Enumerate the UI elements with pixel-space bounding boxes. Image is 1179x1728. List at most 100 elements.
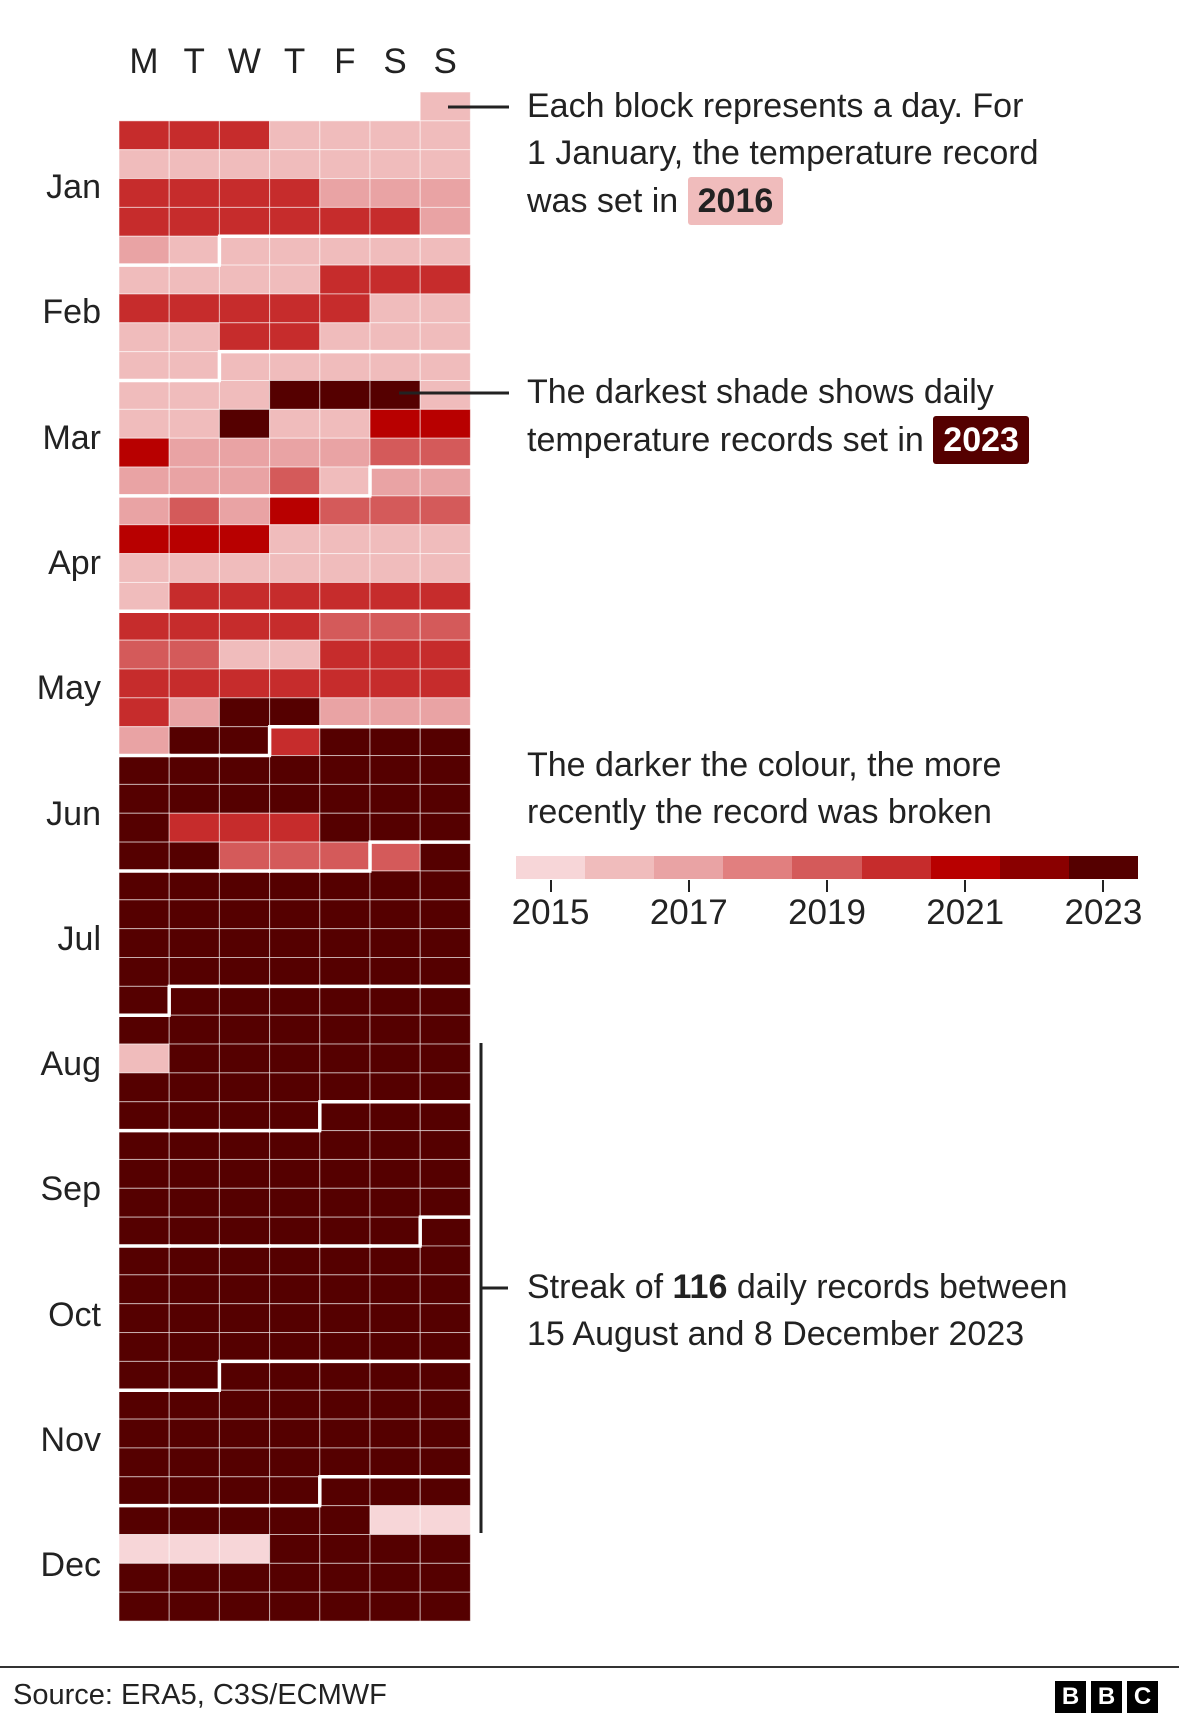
day-cell [369,899,421,930]
day-cell [369,1303,421,1334]
day-cell [319,120,371,151]
day-cell [419,437,471,468]
day-cell [419,928,471,959]
day-cell [168,149,220,180]
annotation-text: The darker the colour, the more [527,746,1002,784]
day-cell [118,1216,170,1247]
day-cell [319,149,371,180]
day-cell [269,1418,321,1449]
day-cell [218,1245,271,1276]
day-cell [218,495,271,526]
day-cell [218,408,271,439]
day-cell [118,293,170,324]
day-cell [319,351,371,381]
day-cell [319,466,371,497]
day-cell [269,178,321,208]
day-cell [369,1360,421,1391]
day-cell [218,351,271,381]
day-cell [118,235,170,266]
annotation-darker: The darker the colour, the more recently… [527,742,1001,836]
day-cell [168,1562,220,1593]
day-cell [369,1447,421,1478]
day-cell [319,1476,371,1507]
day-cell [168,466,220,497]
day-cell [118,1476,170,1507]
day-cell [118,1245,170,1276]
day-cell [319,1158,371,1189]
day-cell [319,1332,371,1362]
day-cell [369,495,421,526]
day-cell [419,1274,471,1305]
day-cell [319,1418,371,1449]
day-cell [269,639,321,670]
day-cell [168,1389,220,1420]
day-cell [118,1562,170,1593]
day-cell [369,553,421,583]
day-cell [269,1505,321,1536]
legend-tick [1102,880,1105,892]
day-cell [269,149,321,180]
legend-swatch [723,856,793,879]
day-header: W [227,42,261,81]
day-cell [369,1130,421,1160]
month-label: Nov [40,1421,101,1459]
day-cell [168,264,220,295]
day-cell [269,783,321,814]
day-cell [319,495,371,526]
month-label: Feb [42,293,101,332]
day-cell [419,1389,471,1420]
day-cell [419,870,471,901]
day-cell [319,1043,371,1074]
month-label: Dec [40,1546,101,1585]
day-cell [118,1101,170,1132]
day-cell [269,437,321,468]
day-cell [369,1245,421,1276]
day-cell [269,1043,321,1074]
day-cell [269,985,321,1016]
day-cell [419,1158,471,1189]
day-cell [369,466,421,497]
month-label: Jan [46,168,101,206]
day-cell [269,668,321,699]
day-cell [369,524,421,555]
month-label: Jun [46,794,101,833]
month-label: Sep [40,1170,102,1209]
day-cell [218,639,271,670]
day-cell [319,841,371,872]
day-cell [118,264,170,295]
day-cell [218,1043,271,1074]
day-cell [118,495,170,526]
day-cell [269,1101,321,1132]
day-cell [319,783,371,814]
day-cell [118,726,170,757]
day-cell [269,293,321,324]
day-cell [218,899,271,930]
day-cell [269,726,321,757]
day-cell [319,870,371,901]
day-cell [369,1274,421,1305]
day-cell [319,1534,371,1564]
day-cell [168,437,220,468]
day-cell [168,408,220,439]
day-cell [419,1014,471,1045]
day-cell [369,264,421,295]
day-cell [118,322,170,353]
day-cell [419,957,471,987]
day-cell [118,380,170,410]
day-cell [419,1476,471,1507]
day-cell [419,466,471,497]
day-cell [369,293,421,324]
day-cell [168,812,220,843]
legend-tick-label: 2015 [511,893,590,932]
day-cell [419,581,471,612]
day-cell [168,1043,220,1074]
day-cell [218,1274,271,1305]
day-cell [419,1303,471,1334]
day-header: T [283,42,306,81]
month-label: Aug [40,1045,102,1084]
day-cell [369,668,421,699]
day-cell [419,235,471,266]
day-cell [168,783,220,814]
day-cell [369,957,421,987]
day-cell [118,1505,170,1536]
